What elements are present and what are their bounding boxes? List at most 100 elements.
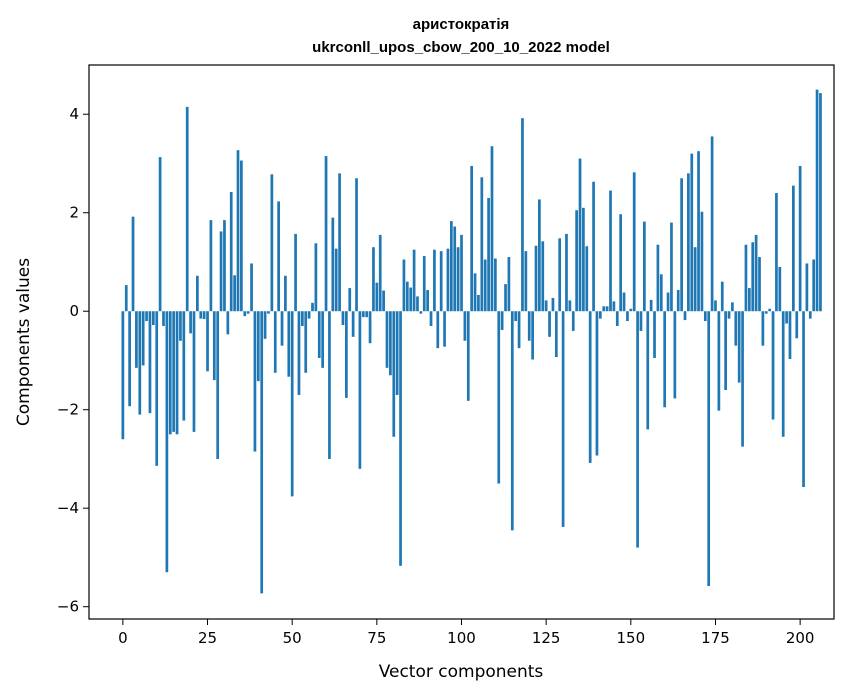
bar	[612, 301, 616, 312]
bar	[121, 311, 125, 440]
x-tick-label: 50	[283, 629, 302, 647]
bar	[433, 249, 436, 312]
bar	[544, 300, 548, 312]
bar	[466, 311, 470, 401]
bar	[321, 311, 325, 368]
bar	[619, 214, 623, 312]
bar	[209, 220, 213, 312]
bar	[592, 181, 595, 312]
bar	[287, 311, 291, 377]
bar	[267, 311, 270, 314]
bar	[541, 241, 545, 312]
bar	[768, 308, 772, 312]
bar	[673, 311, 677, 399]
bar	[395, 311, 399, 395]
bar	[666, 292, 670, 312]
bar	[392, 311, 396, 437]
bar	[639, 311, 643, 331]
chart-subtitle: ukrconll_upos_cbow_200_10_2022 model	[312, 39, 610, 56]
bar	[331, 217, 335, 312]
bar	[792, 185, 795, 312]
bar	[483, 259, 487, 312]
bar	[565, 233, 568, 312]
bar	[741, 311, 744, 447]
bar	[521, 118, 524, 312]
bar	[751, 242, 755, 312]
bar	[158, 157, 162, 312]
x-tick-label: 150	[616, 629, 645, 647]
bar	[399, 311, 402, 566]
bar	[243, 311, 247, 317]
y-tick-label: 4	[69, 105, 79, 123]
bar	[409, 287, 413, 312]
bar	[764, 311, 768, 314]
bar	[629, 308, 633, 312]
bar	[290, 311, 294, 497]
bar	[568, 300, 572, 312]
y-axis-label: Components values	[14, 258, 34, 426]
bar	[527, 311, 531, 341]
bar	[609, 190, 612, 312]
bar	[256, 311, 260, 382]
bar	[453, 226, 457, 312]
bar	[551, 297, 555, 312]
bar	[338, 173, 341, 312]
bar	[727, 311, 731, 319]
bar	[165, 311, 169, 573]
bar	[456, 247, 460, 312]
bar	[805, 263, 809, 312]
bar	[412, 249, 416, 312]
bar	[480, 177, 484, 312]
bar	[172, 311, 176, 432]
bar	[460, 234, 463, 312]
bar	[280, 311, 284, 346]
bar	[659, 274, 663, 312]
bar	[588, 311, 592, 463]
bar	[155, 311, 159, 466]
bar	[514, 311, 518, 322]
bar	[405, 281, 409, 312]
bar	[703, 311, 707, 322]
bar	[175, 311, 179, 435]
bar	[538, 199, 541, 312]
bar	[449, 221, 453, 312]
bar	[128, 311, 131, 407]
bar	[571, 311, 575, 331]
bar	[497, 311, 501, 484]
bar	[761, 311, 765, 346]
bar	[714, 300, 717, 312]
bar	[365, 311, 369, 318]
bar	[162, 311, 165, 326]
bar	[206, 311, 209, 372]
bar	[554, 311, 558, 358]
bar	[189, 311, 192, 334]
bar	[615, 311, 619, 326]
bar	[192, 311, 196, 432]
bar	[717, 311, 721, 411]
x-tick-label: 100	[447, 629, 476, 647]
bar	[754, 234, 758, 312]
bar	[734, 311, 738, 346]
bar	[361, 311, 365, 318]
bar	[402, 259, 406, 312]
bar	[151, 311, 155, 326]
bar	[646, 311, 650, 430]
bar	[517, 311, 521, 349]
bar	[582, 207, 585, 312]
y-tick-label: 0	[69, 302, 79, 320]
bar	[683, 311, 687, 321]
bar	[744, 244, 748, 312]
bar	[561, 311, 565, 527]
bar	[720, 281, 724, 312]
bar	[148, 311, 152, 414]
bar	[124, 285, 128, 312]
bar	[605, 306, 609, 312]
x-axis-ticks: 0 25 50 75 100 125 150 175 200	[118, 619, 814, 647]
bar	[775, 193, 778, 312]
bar	[212, 311, 216, 381]
bar	[179, 311, 182, 341]
bar	[463, 311, 467, 341]
bar	[808, 311, 812, 319]
bar	[558, 238, 562, 312]
bar	[345, 311, 348, 398]
